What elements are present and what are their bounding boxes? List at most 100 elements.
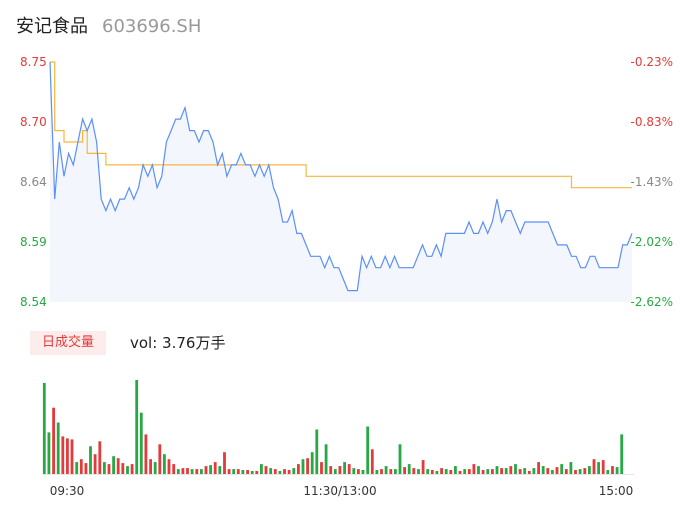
volume-bar <box>389 469 393 474</box>
volume-bar <box>260 464 263 474</box>
volume-bar <box>491 469 494 474</box>
volume-bar <box>394 469 397 474</box>
volume-bar <box>61 436 65 474</box>
volume-bar <box>47 432 51 474</box>
volume-bar <box>514 464 517 474</box>
stock-title: 安记食品 603696.SH <box>16 12 201 40</box>
volume-bar <box>89 446 92 474</box>
volume-bar <box>315 429 319 474</box>
volume-bar <box>66 438 69 474</box>
volume-bar <box>527 471 531 474</box>
volume-bar <box>232 469 236 474</box>
volume-bar <box>333 469 337 474</box>
volume-bar <box>620 434 624 474</box>
volume-bar <box>486 469 490 474</box>
y-tick-label: 8.54 <box>20 295 47 309</box>
volume-bar <box>454 466 457 474</box>
volume-bar <box>246 470 249 474</box>
volume-bar <box>537 462 540 474</box>
y-tick-label-right: -0.83% <box>631 115 673 129</box>
volume-bar <box>588 466 591 474</box>
volume-bar <box>329 466 333 474</box>
volume-bar <box>227 469 231 474</box>
volume-bar <box>292 468 296 474</box>
volume-bar <box>320 462 323 474</box>
volume-bar <box>574 470 577 474</box>
volume-bar <box>546 468 550 474</box>
volume-bar <box>338 466 342 474</box>
volume-badge: 日成交量 <box>30 331 107 355</box>
volume-bar <box>426 469 430 474</box>
volume-bar <box>523 468 527 474</box>
volume-bar <box>578 469 582 474</box>
volume-bar <box>144 434 148 474</box>
x-tick-label: 15:00 <box>599 484 634 498</box>
y-tick-label: 8.59 <box>20 235 47 249</box>
volume-bar <box>569 462 573 474</box>
volume-bar <box>472 464 476 474</box>
volume-bar <box>209 465 212 474</box>
y-tick-label: 8.75 <box>20 55 47 69</box>
volume-bar <box>310 452 314 474</box>
volume-bar <box>269 468 273 474</box>
volume-bar <box>564 469 568 474</box>
volume-bar <box>218 466 222 474</box>
volume-bar <box>347 464 351 474</box>
volume-bar <box>264 466 268 474</box>
volume-bar <box>167 459 171 474</box>
volume-bar <box>139 412 143 474</box>
volume-bar <box>384 466 388 474</box>
volume-bar <box>366 426 370 474</box>
volume-bar <box>153 462 157 474</box>
price-line-layer <box>49 61 633 292</box>
volume-bar <box>551 470 554 474</box>
volume-bar <box>103 462 106 474</box>
volume-bar <box>417 469 420 474</box>
volume-bar <box>278 471 282 474</box>
volume-bar <box>555 467 559 474</box>
volume-bar <box>149 459 152 474</box>
volume-bar <box>223 452 226 474</box>
volume-readout: vol: 3.76万手 <box>130 334 226 352</box>
volume-bar <box>121 463 125 474</box>
x-axis-ticks: 09:30 11:30/13:00 15:00 <box>50 484 634 498</box>
volume-bar <box>375 470 379 474</box>
stock-name: 安记食品 <box>16 16 88 37</box>
volume-bar <box>107 464 111 474</box>
volume-bar <box>297 464 300 474</box>
volume-bar <box>52 407 55 474</box>
volume-bar <box>421 460 425 474</box>
volume-bar <box>301 459 305 474</box>
volume-bar <box>176 469 180 474</box>
volume-bar <box>444 469 448 474</box>
volume-bar <box>287 470 291 474</box>
volume-bar <box>250 471 254 474</box>
stock-code: 603696.SH <box>102 16 202 37</box>
volume-bar <box>611 466 614 474</box>
volume-bar <box>463 469 467 474</box>
volume-bar <box>135 380 139 474</box>
volume-bar <box>532 468 536 474</box>
avg-line-layer <box>50 61 632 189</box>
volume-bar <box>126 466 129 474</box>
volume-bar <box>361 470 365 474</box>
volume-bar <box>592 459 596 474</box>
volume-bar <box>398 444 402 474</box>
volume-bar <box>98 441 102 474</box>
volume-bar <box>172 464 176 474</box>
volume-bar <box>380 469 383 474</box>
volume-bar <box>283 469 286 474</box>
volume-bar <box>200 469 203 474</box>
volume-bar <box>84 463 88 474</box>
y-tick-label-right: -0.23% <box>631 55 673 69</box>
volume-bar <box>601 460 605 474</box>
volume-bar <box>116 458 120 474</box>
volume-bar <box>407 464 411 474</box>
volume-bar <box>186 468 189 474</box>
volume-bar <box>236 469 240 474</box>
volume-bar <box>500 468 503 474</box>
volume-bar <box>560 464 564 474</box>
volume-bar <box>583 468 587 474</box>
volume-bar <box>357 469 360 474</box>
volume-bar <box>324 444 328 474</box>
